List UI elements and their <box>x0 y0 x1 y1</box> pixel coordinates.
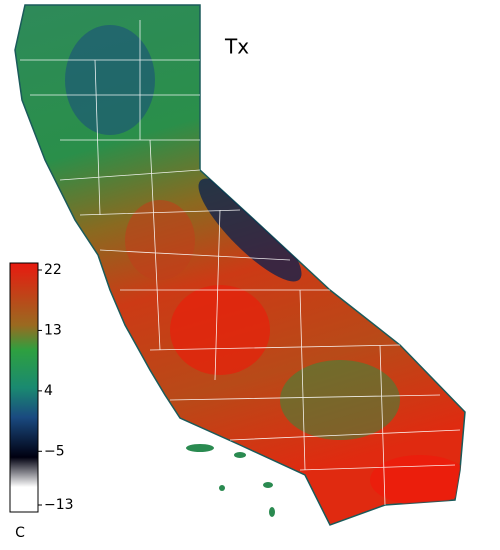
colorbar-tick-label: −13 <box>44 497 74 513</box>
temperature-field <box>20 20 465 506</box>
colorbar-tick-label: 4 <box>44 383 53 399</box>
colorbar-tick-label: 13 <box>44 322 62 338</box>
map-title: Tx <box>224 35 249 59</box>
colorbar-unit: C <box>15 525 25 541</box>
colorbar-tick-label: −5 <box>44 443 65 459</box>
islands <box>186 444 275 517</box>
colorbar <box>9 262 39 513</box>
california-map <box>14 4 466 526</box>
colorbar-tick-label: 22 <box>44 262 62 278</box>
